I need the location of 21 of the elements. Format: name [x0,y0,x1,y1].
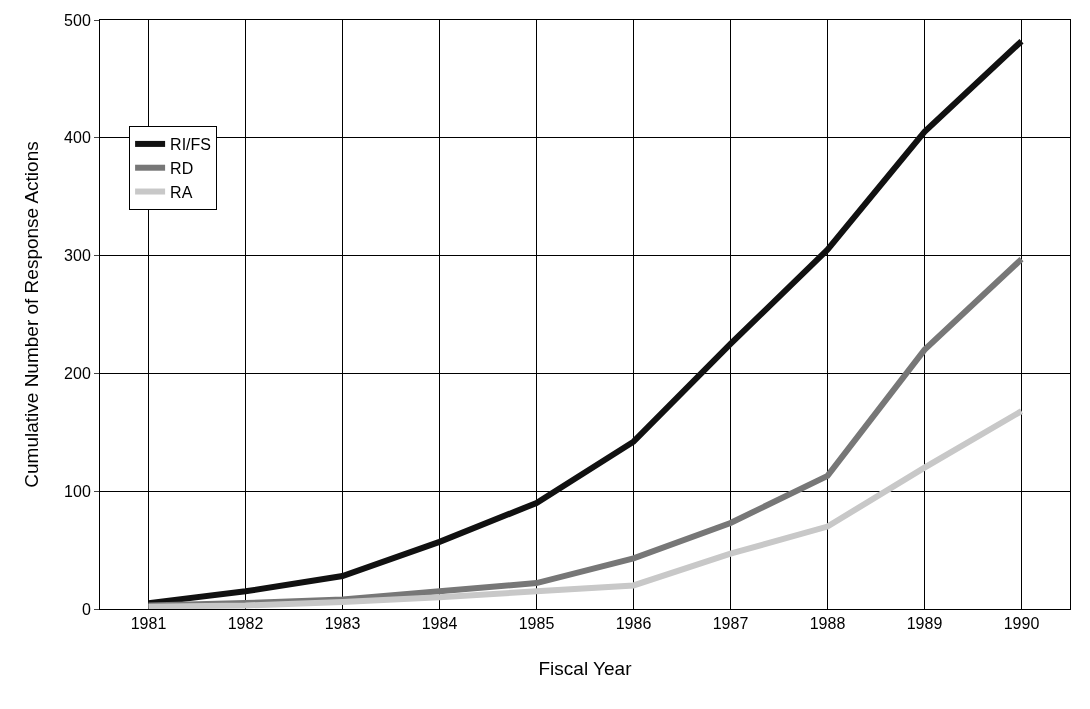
x-tick-label: 1984 [421,615,458,633]
legend-label: RD [170,159,194,177]
x-tick-label: 1982 [227,615,264,633]
x-tick-label: 1985 [518,615,555,633]
y-axis-title: Cumulative Number of Response Actions [20,141,42,488]
legend-label: RA [170,183,193,201]
x-tick-label: 1990 [1003,615,1040,633]
y-tick-label: 500 [64,11,91,29]
y-tick-label: 0 [81,600,91,618]
x-tick-label: 1983 [324,615,361,633]
x-tick-label: 1981 [130,615,167,633]
y-tick-label: 100 [64,482,91,500]
x-tick-label: 1986 [615,615,652,633]
legend-label: RI/FS [170,136,211,154]
y-tick-label: 400 [64,129,91,147]
y-tick-label: 200 [64,365,91,382]
x-axis-title: Fiscal Year [538,658,633,679]
x-tick-label: 1989 [906,615,943,633]
x-tick-label: 1988 [809,615,846,633]
y-tick-label: 300 [64,247,91,265]
x-tick-label: 1987 [712,615,749,633]
